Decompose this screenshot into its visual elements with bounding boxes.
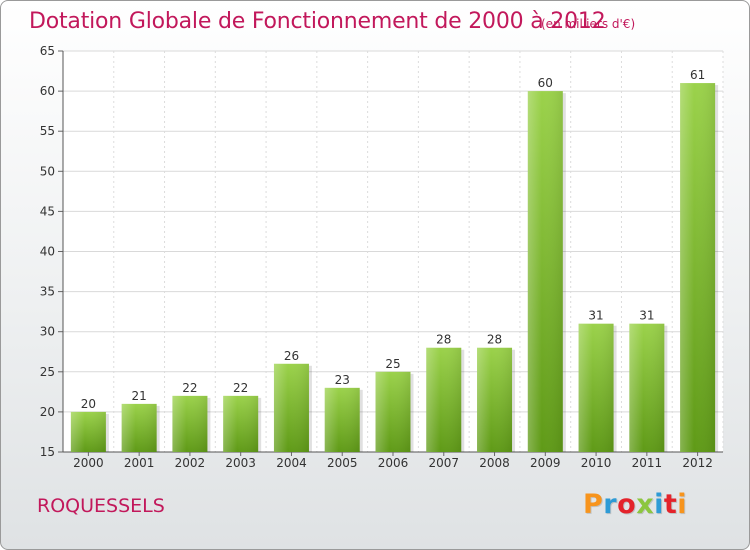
bar-highlight [629,323,665,452]
bar-highlight [172,395,208,452]
bar-highlight [375,371,411,452]
value-label-2001: 21 [132,389,147,403]
y-tick-label: 25 [40,365,55,379]
logo-letter: i [654,489,664,520]
x-tick-label-2007: 2007 [428,456,459,470]
value-label-2003: 22 [233,381,248,395]
chart-subtitle: (en milliers d'€) [541,17,636,31]
y-tick-label: 60 [40,84,55,98]
x-tick-label-2002: 2002 [175,456,206,470]
bar-highlight [70,411,106,452]
logo-letter: t [663,489,678,520]
value-label-2004: 26 [284,349,299,363]
logo-letter: r [603,489,618,520]
logo-letter: P [583,489,604,520]
proxiti-logo: Proxiti [583,489,687,520]
y-tick-label: 35 [40,285,55,299]
x-tick-label-2011: 2011 [632,456,663,470]
x-tick-label-2001: 2001 [124,456,155,470]
bar-highlight [680,83,716,452]
value-label-2006: 25 [385,357,400,371]
x-tick-label-2006: 2006 [378,456,409,470]
value-label-2005: 23 [335,373,350,387]
logo-letter: i [677,489,688,520]
logo-letter: x [636,489,655,520]
bar-highlight [477,347,513,452]
y-tick-label: 40 [40,245,55,259]
bar-highlight [273,363,309,452]
x-tick-label-2008: 2008 [479,456,510,470]
bar-highlight [426,347,462,452]
bar-highlight [527,91,563,452]
y-tick-label: 45 [40,204,55,218]
y-tick-label: 20 [40,405,55,419]
value-label-2008: 28 [487,333,502,347]
x-tick-label-2012: 2012 [682,456,713,470]
x-tick-label-2005: 2005 [327,456,358,470]
bar-highlight [578,323,614,452]
value-label-2007: 28 [436,333,451,347]
x-tick-label-2000: 2000 [73,456,104,470]
x-tick-label-2004: 2004 [276,456,307,470]
y-tick-label: 30 [40,325,55,339]
value-label-2010: 31 [588,309,603,323]
value-label-2012: 61 [690,68,705,82]
value-label-2009: 60 [538,76,553,90]
bar-highlight [121,403,157,452]
commune-name: ROQUESSELS [37,495,165,517]
value-label-2002: 22 [182,381,197,395]
y-tick-label: 65 [40,44,55,58]
y-tick-label: 50 [40,164,55,178]
value-label-2000: 20 [81,397,96,411]
y-tick-label: 15 [40,445,55,459]
bar-highlight [223,395,259,452]
y-tick-label: 55 [40,124,55,138]
bar-highlight [324,387,360,452]
chart-title: Dotation Globale de Fonctionnement de 20… [29,9,606,34]
x-tick-label-2009: 2009 [530,456,561,470]
x-tick-label-2010: 2010 [581,456,612,470]
x-tick-label-2003: 2003 [225,456,256,470]
logo-letter: o [617,489,637,520]
value-label-2011: 31 [639,309,654,323]
